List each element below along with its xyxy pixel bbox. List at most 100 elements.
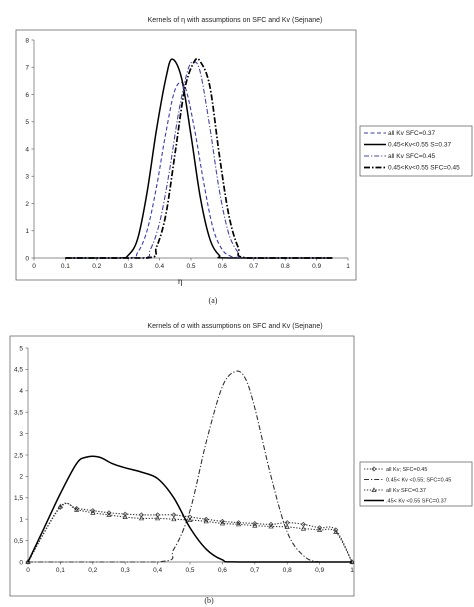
y-tick-label: 8 — [25, 37, 29, 44]
chart-a-title: Kernels of η with assumptions on SFC and… — [148, 17, 323, 24]
legend-entry-label: 0.45< Kv <0.55; SFC=0.45 — [386, 478, 451, 484]
y-tick-label: 7 — [25, 65, 29, 72]
chart-b-x-label: σ — [187, 0, 193, 2]
y-tick-label: 2 — [19, 474, 23, 481]
y-tick-label: 4 — [25, 146, 29, 153]
chart-a-legend-box — [359, 125, 473, 177]
data-point-marker — [74, 506, 80, 511]
data-point-marker — [25, 559, 31, 565]
legend-entry-label: 0.45<Kv<0.55 SFC=0.45 — [388, 165, 460, 172]
x-tick-label: 0.1 — [61, 263, 70, 270]
x-tick-label: 0.8 — [281, 263, 290, 270]
y-tick-label: 0,5 — [14, 538, 23, 545]
chart-a-series-group — [65, 57, 333, 259]
data-point-marker — [333, 529, 339, 534]
data-point-marker — [252, 520, 258, 526]
y-tick-label: 3 — [19, 431, 23, 438]
legend-entry-label: all Kv SFC=0.37 — [388, 130, 436, 137]
x-tick-label: 0,7 — [250, 567, 259, 574]
chart-b-frame — [9, 335, 355, 597]
x-tick-label: 1 — [346, 263, 350, 270]
data-point-marker — [203, 516, 209, 522]
x-tick-label: 0.9 — [312, 263, 321, 270]
y-tick-label: 3,5 — [14, 410, 23, 417]
data-point-marker — [57, 503, 63, 509]
x-tick-label: 0,5 — [185, 567, 194, 574]
x-tick-label: 0.2 — [92, 263, 101, 270]
data-point-marker — [317, 527, 323, 532]
series-line-4 — [27, 455, 352, 563]
legend-marker — [371, 487, 377, 492]
x-tick-label: 0,1 — [56, 567, 65, 574]
x-tick-label: 0,9 — [315, 567, 324, 574]
legend-entry-label: 0.45<Kv<0.55 S=0.37 — [388, 142, 451, 149]
x-tick-label: 0,2 — [88, 567, 97, 574]
data-point-marker — [333, 527, 339, 533]
legend-entry-label: all Kv SFC=0.37 — [386, 488, 426, 494]
legend-marker — [371, 466, 377, 472]
data-point-marker — [219, 518, 225, 524]
series-line-2 — [28, 370, 352, 563]
data-point-marker — [203, 518, 209, 524]
data-point-marker — [219, 520, 225, 526]
data-point-marker — [236, 521, 242, 527]
y-tick-label: 1 — [19, 517, 23, 524]
data-point-marker — [284, 524, 290, 529]
chart-b-title: Kernels of σ with assumptions on SFC and… — [147, 323, 322, 330]
data-point-marker — [171, 516, 177, 522]
x-tick-label: 0,3 — [121, 567, 130, 574]
y-tick-label: 4 — [19, 388, 23, 395]
x-tick-label: 1 — [350, 567, 354, 574]
x-tick-label: 0.6 — [218, 263, 227, 270]
chart-b-caption: (b) — [204, 596, 214, 605]
y-tick-label: 1 — [25, 228, 29, 235]
chart-a-caption: (a) — [209, 296, 218, 305]
data-point-marker — [122, 511, 128, 517]
x-tick-label: 0.7 — [249, 263, 258, 270]
x-tick-label: 0,6 — [218, 567, 227, 574]
data-point-marker — [90, 510, 96, 515]
data-point-marker — [300, 525, 306, 531]
x-tick-label: 0,4 — [153, 567, 162, 574]
data-point-marker — [252, 522, 258, 528]
data-point-marker — [90, 508, 96, 514]
y-tick-label: 6 — [25, 92, 29, 99]
data-point-marker — [268, 523, 274, 529]
chart-b-series-group — [25, 370, 355, 565]
y-tick-label: 1,5 — [14, 495, 23, 502]
data-point-marker — [187, 517, 193, 523]
series-line-1 — [65, 81, 333, 259]
chart-a-legend: all Kv SFC=0.37 0.45<Kv<0.55 S=0.37 all Kv… — [359, 125, 473, 177]
x-tick-label: 0,8 — [283, 567, 292, 574]
legend-entry-label: all Kv; SFC=0.45 — [386, 467, 427, 473]
series-line-4 — [65, 57, 333, 259]
x-tick-label: 0.4 — [155, 263, 164, 270]
y-tick-label: 0 — [25, 255, 29, 262]
chart-a-x-label: η — [178, 277, 183, 286]
y-tick-label: 5 — [25, 119, 29, 126]
chart-sigma-kernels: Kernels of σ with assumptions on SFC and… — [9, 0, 473, 605]
chart-eta-kernels: Kernels of η with assumptions on SFC and… — [15, 17, 473, 305]
data-point-marker — [122, 514, 128, 520]
y-tick-label: 5 — [19, 345, 23, 352]
data-point-marker — [25, 559, 31, 564]
x-tick-label: 0 — [32, 263, 36, 270]
x-tick-label: 0.5 — [186, 263, 195, 270]
y-tick-label: 4,5 — [14, 367, 23, 374]
data-point-marker — [138, 515, 144, 521]
chart-a-frame — [15, 29, 357, 281]
chart-b-legend-box — [359, 461, 473, 507]
y-tick-label: 2,5 — [14, 452, 23, 459]
data-point-marker — [106, 512, 112, 517]
x-tick-label: 0 — [26, 567, 30, 574]
legend-entry-label: all Kv SFC=0.45 — [388, 153, 436, 160]
chart-b-axes: 0 0,1 0,2 0,3 0,4 0,5 0,6 0,7 0,8 0,9 1 0 0,5 1 1,5 2 2,… — [14, 345, 354, 574]
legend-entry-label: .45< Kv <0.55 SFC=0.37 — [386, 499, 447, 505]
y-tick-label: 2 — [25, 201, 29, 208]
data-point-marker — [155, 515, 161, 521]
x-tick-label: 0.3 — [124, 263, 133, 270]
y-tick-label: 3 — [25, 174, 29, 181]
series-line-3 — [65, 61, 333, 259]
chart-b-legend: all Kv; SFC=0.45 0.45< Kv <0.55; SFC=0.45… — [359, 461, 473, 507]
